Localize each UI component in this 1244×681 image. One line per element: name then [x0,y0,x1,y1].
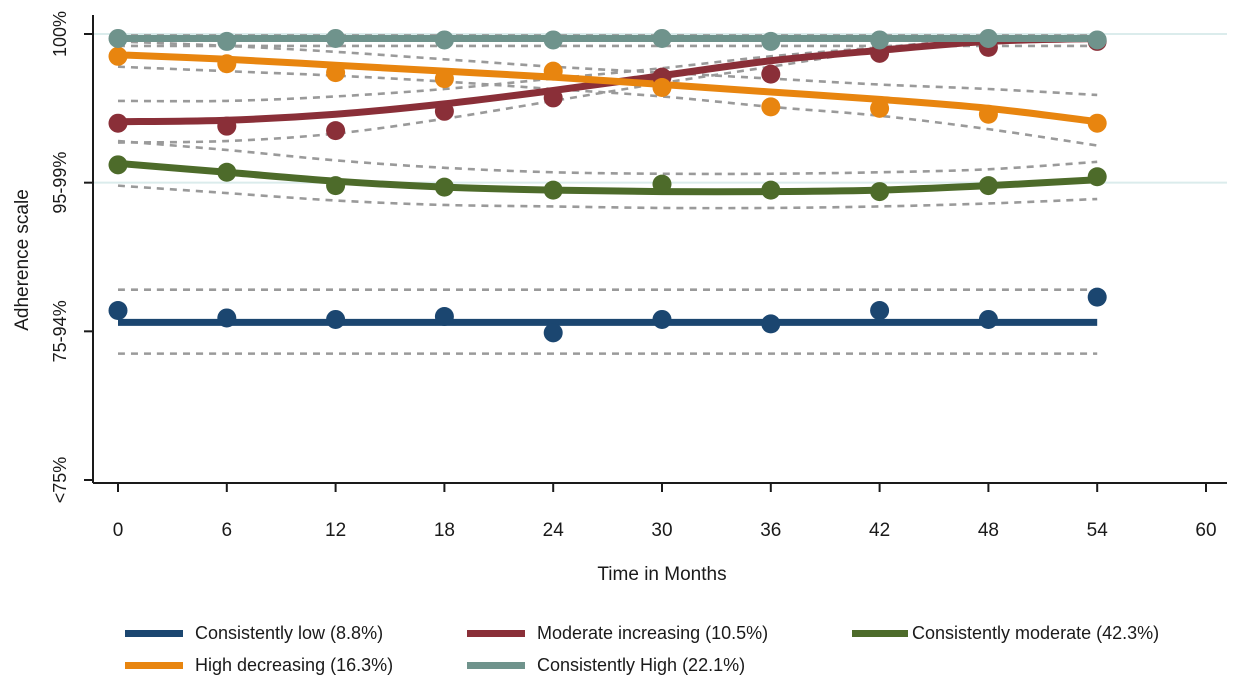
series-2-point-0 [108,155,128,175]
series-4-point-6 [761,31,781,51]
series-2-point-4 [543,180,563,200]
x-tick-label-5: 30 [651,520,672,541]
x-tick-label-9: 54 [1087,520,1109,541]
series-4-point-3 [434,30,454,50]
series-2-point-5 [652,174,672,194]
chart-legend: Consistently low (8.8%) Moderate increas… [0,614,1244,681]
x-tick-label-10: 60 [1195,520,1216,541]
series-2-point-6 [761,180,781,200]
series-1-ci-lower-line [117,38,1098,144]
x-tick-label-4: 24 [543,520,565,541]
series-3-point-7 [870,98,890,118]
x-tick-label-6: 36 [760,520,781,541]
series-4-point-2 [326,28,346,48]
fitted-line-layer [117,34,1098,326]
series-3-point-1 [217,54,237,74]
series-0-point-7 [870,301,890,321]
legend-item-consistently-low: Consistently low (8.8%) [125,618,383,648]
series-1-point-2 [326,121,346,141]
series-0-point-6 [761,314,781,334]
series-2-point-7 [870,182,890,202]
legend-label-moderate-increasing: Moderate increasing (10.5%) [537,622,769,643]
legend-swatch-consistently-low [125,629,183,637]
series-3-point-9 [1087,113,1107,133]
y-tick-label-1: 75-94% [50,300,70,362]
y-tick-label-0: <75% [50,457,70,504]
series-4-point-5 [652,28,672,48]
legend-item-consistently-high: Consistently High (22.1%) [467,650,745,680]
x-tick-label-0: 0 [113,520,124,541]
observed-point-layer [108,28,1107,343]
series-4-point-0 [108,28,128,48]
series-3-point-0 [108,46,128,66]
series-3-point-3 [434,69,454,89]
series-0-point-1 [217,308,237,328]
x-tick-label-1: 6 [222,520,233,541]
x-tick-label-8: 48 [978,520,999,541]
chart-plot: <75% 75-94% 95-99% 100% 0 6 12 18 24 30 36 42 48 54 60… [12,11,1227,585]
series-2-ci-upper-line [117,139,1098,176]
series-3-ci-upper-line [117,40,1098,97]
series-3-point-5 [652,78,672,98]
legend-swatch-consistently-moderate [852,629,908,637]
legend-swatch-consistently-high [467,661,525,669]
series-4-point-8 [978,28,998,48]
legend-item-consistently-moderate: Consistently moderate (42.3%) [852,618,1159,648]
series-1-point-7 [870,43,890,63]
series-0-point-2 [326,309,346,329]
grid-layer [94,33,1227,184]
series-0-point-8 [978,309,998,329]
series-3-point-8 [978,104,998,124]
legend-item-high-decreasing: High decreasing (16.3%) [125,650,393,680]
legend-swatch-moderate-increasing [467,629,525,637]
series-0-point-9 [1087,287,1107,307]
series-2-point-1 [217,162,237,182]
x-tick-label-3: 18 [434,520,455,541]
legend-label-consistently-high: Consistently High (22.1%) [537,654,746,675]
series-1-point-1 [217,116,237,136]
axis-layer: <75% 75-94% 95-99% 100% 0 6 12 18 24 30 36 42 48 54 60 [50,11,1227,541]
series-4-point-4 [543,30,563,50]
series-1-point-0 [108,113,128,133]
series-4-point-7 [870,30,890,50]
series-0-point-4 [543,323,563,343]
legend-label-consistently-low: Consistently low (8.8%) [195,622,384,643]
y-tick-label-3: 100% [50,11,70,57]
series-3-point-4 [543,61,563,81]
x-axis-title: Time in Months [597,564,726,585]
series-2-point-2 [326,176,346,196]
series-3-point-6 [761,97,781,117]
series-2-fitted-line [117,159,1098,196]
series-3-point-2 [326,63,346,83]
series-1-point-4 [543,88,563,108]
legend-label-consistently-moderate: Consistently moderate (42.3%) [912,622,1160,643]
series-3-fitted-line [117,51,1098,126]
series-2-point-9 [1087,167,1107,187]
series-1-point-6 [761,64,781,84]
series-2-point-8 [978,176,998,196]
series-1-point-3 [434,101,454,121]
series-4-point-1 [217,31,237,51]
series-0-point-5 [652,309,672,329]
series-0-point-3 [434,306,454,326]
x-tick-label-2: 12 [325,520,346,541]
legend-swatch-high-decreasing [125,661,183,669]
y-axis-title: Adherence scale [12,189,33,331]
series-2-point-3 [434,177,454,197]
legend-item-moderate-increasing: Moderate increasing (10.5%) [467,618,768,648]
series-4-point-9 [1087,30,1107,50]
legend-label-high-decreasing: High decreasing (16.3%) [195,654,394,675]
y-tick-label-2: 95-99% [50,152,70,214]
x-tick-label-7: 42 [869,520,890,541]
series-0-point-0 [108,301,128,321]
